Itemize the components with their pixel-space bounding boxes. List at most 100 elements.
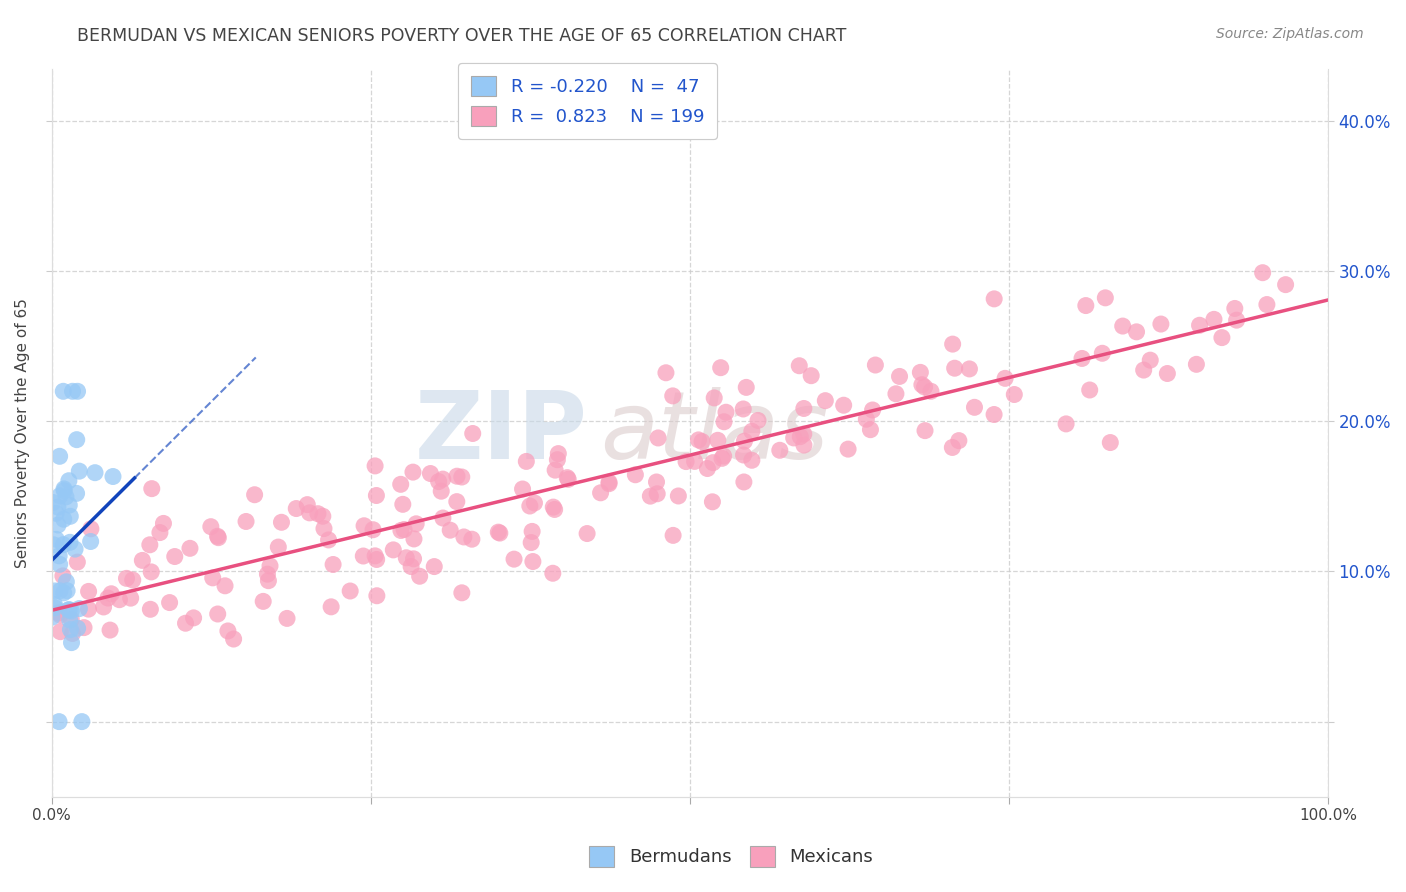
Point	[44, 598, 66, 612]
Point	[100, 587, 122, 601]
Point	[713, 415, 735, 429]
Point	[98, 623, 121, 637]
Point	[486, 525, 509, 540]
Point	[461, 426, 484, 441]
Point	[520, 524, 543, 539]
Point	[1002, 387, 1025, 401]
Point	[115, 571, 138, 585]
Point	[450, 586, 472, 600]
Point	[179, 541, 201, 556]
Point	[267, 540, 290, 554]
Point	[461, 532, 484, 546]
Point	[66, 433, 89, 447]
Point	[70, 714, 93, 729]
Point	[366, 489, 388, 503]
Point	[62, 384, 84, 399]
Point	[141, 482, 163, 496]
Point	[389, 477, 412, 491]
Point	[1139, 353, 1161, 368]
Point	[201, 571, 224, 585]
Point	[920, 384, 942, 399]
Point	[733, 401, 755, 416]
Point	[235, 515, 257, 529]
Point	[1251, 266, 1274, 280]
Point	[942, 337, 965, 351]
Point	[214, 579, 236, 593]
Point	[769, 443, 792, 458]
Point	[120, 591, 142, 606]
Point	[1223, 301, 1246, 316]
Point	[55, 574, 77, 589]
Point	[543, 500, 565, 515]
Point	[298, 506, 321, 520]
Point	[66, 384, 89, 399]
Point	[259, 558, 281, 573]
Point	[624, 467, 647, 482]
Point	[84, 466, 107, 480]
Point	[42, 495, 65, 509]
Point	[683, 454, 706, 468]
Point	[361, 523, 384, 537]
Point	[318, 533, 340, 547]
Point	[747, 413, 769, 427]
Point	[131, 553, 153, 567]
Point	[65, 486, 87, 500]
Point	[174, 616, 197, 631]
Point	[943, 361, 966, 376]
Point	[152, 516, 174, 531]
Point	[395, 550, 418, 565]
Point	[141, 565, 163, 579]
Point	[733, 434, 755, 449]
Legend: Bermudans, Mexicans: Bermudans, Mexicans	[582, 838, 880, 874]
Point	[423, 559, 446, 574]
Point	[655, 366, 678, 380]
Point	[52, 512, 75, 526]
Point	[814, 393, 837, 408]
Point	[58, 603, 80, 617]
Point	[139, 538, 162, 552]
Point	[49, 583, 72, 598]
Point	[741, 424, 763, 438]
Point	[66, 555, 89, 569]
Point	[207, 529, 229, 543]
Point	[914, 380, 936, 394]
Point	[1074, 299, 1097, 313]
Point	[910, 365, 932, 379]
Point	[1188, 318, 1211, 333]
Point	[48, 714, 70, 729]
Point	[77, 602, 100, 616]
Point	[640, 489, 662, 503]
Point	[52, 569, 75, 583]
Point	[859, 423, 882, 437]
Point	[855, 412, 877, 426]
Point	[800, 368, 823, 383]
Point	[1274, 277, 1296, 292]
Point	[60, 612, 83, 626]
Point	[101, 469, 124, 483]
Point	[207, 531, 229, 545]
Point	[56, 583, 79, 598]
Point	[60, 635, 83, 649]
Point	[49, 489, 72, 503]
Point	[941, 441, 963, 455]
Point	[402, 465, 425, 479]
Point	[58, 498, 80, 512]
Point	[576, 526, 599, 541]
Point	[837, 442, 859, 456]
Point	[183, 611, 205, 625]
Point	[41, 610, 63, 624]
Point	[522, 555, 544, 569]
Point	[710, 360, 733, 375]
Point	[97, 591, 120, 605]
Point	[59, 613, 82, 627]
Point	[430, 484, 453, 499]
Point	[1226, 313, 1249, 327]
Point	[1091, 346, 1114, 360]
Point	[432, 472, 454, 486]
Point	[983, 292, 1005, 306]
Point	[541, 566, 564, 581]
Point	[53, 482, 76, 496]
Point	[52, 384, 75, 399]
Point	[149, 525, 172, 540]
Point	[200, 519, 222, 533]
